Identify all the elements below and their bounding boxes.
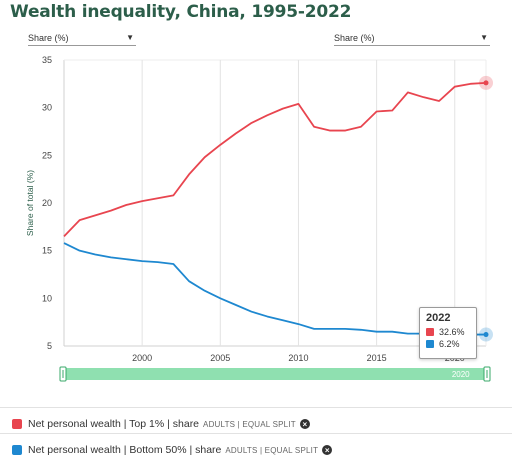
chevron-down-icon: ▼: [126, 33, 134, 42]
y-axis-title: Share of total (%): [25, 170, 35, 236]
tooltip-swatch-top: [426, 328, 434, 336]
tooltip-swatch-bottom: [426, 340, 434, 348]
tooltip-row-bottom: 6.2%: [426, 339, 470, 349]
left-unit-dropdown[interactable]: Share (%) ▼: [28, 30, 136, 46]
series-line-1: [63, 242, 486, 336]
y-tick-label: 15: [42, 246, 52, 256]
x-tick-label: 2005: [210, 353, 230, 363]
hover-tooltip: 2022 32.6% 6.2%: [419, 307, 477, 359]
legend-item-top1[interactable]: Net personal wealth | Top 1% | share ADU…: [12, 415, 310, 433]
y-tick-label: 35: [42, 55, 52, 65]
series-endpoint-0: [483, 80, 489, 86]
y-tick-label: 25: [42, 150, 52, 160]
x-tick-label: 2000: [132, 353, 152, 363]
legend-tag-top1: ADULTS | EQUAL SPLIT: [203, 419, 296, 429]
slider-year-watermark: 2020: [452, 370, 470, 379]
y-tick-label: 30: [42, 103, 52, 113]
y-tick-label: 5: [47, 341, 52, 351]
left-unit-dropdown-label: Share (%): [28, 32, 69, 43]
tooltip-year: 2022: [426, 312, 451, 324]
series-line-0: [63, 81, 487, 237]
legend-item-bottom50[interactable]: Net personal wealth | Bottom 50% | share…: [12, 441, 333, 459]
series-endpoint-1: [483, 332, 489, 338]
line-chart: 2000 2005 2010 2015 2020 5 10 15 20 25 30 35 Share o…: [25, 55, 493, 382]
tooltip-value-bottom: 6.2%: [439, 339, 460, 349]
chevron-down-icon: ▼: [480, 33, 488, 42]
time-range-slider[interactable]: [60, 368, 490, 380]
chart-title: Wealth inequality, China, 1995-2022: [10, 2, 352, 22]
x-tick-label: 2015: [367, 353, 387, 363]
right-unit-dropdown-label: Share (%): [334, 32, 375, 43]
legend-label-bottom50: Net personal wealth | Bottom 50% | share: [28, 444, 222, 456]
remove-series-icon[interactable]: ×: [299, 419, 310, 429]
legend-swatch-top1: [12, 419, 22, 429]
legend-divider: [0, 433, 512, 434]
legend-label-top1: Net personal wealth | Top 1% | share: [28, 418, 200, 430]
x-tick-label: 2010: [288, 353, 308, 363]
remove-series-icon[interactable]: ×: [322, 445, 333, 455]
tooltip-value-top: 32.6%: [439, 327, 465, 337]
legend-swatch-bottom50: [12, 445, 22, 455]
legend-tag-bottom50: ADULTS | EQUAL SPLIT: [225, 445, 319, 455]
legend-divider: [0, 407, 512, 408]
y-tick-label: 10: [42, 293, 52, 303]
right-unit-dropdown[interactable]: Share (%) ▼: [334, 30, 490, 46]
tooltip-row-top: 32.6%: [426, 327, 470, 337]
y-tick-label: 20: [42, 198, 52, 208]
